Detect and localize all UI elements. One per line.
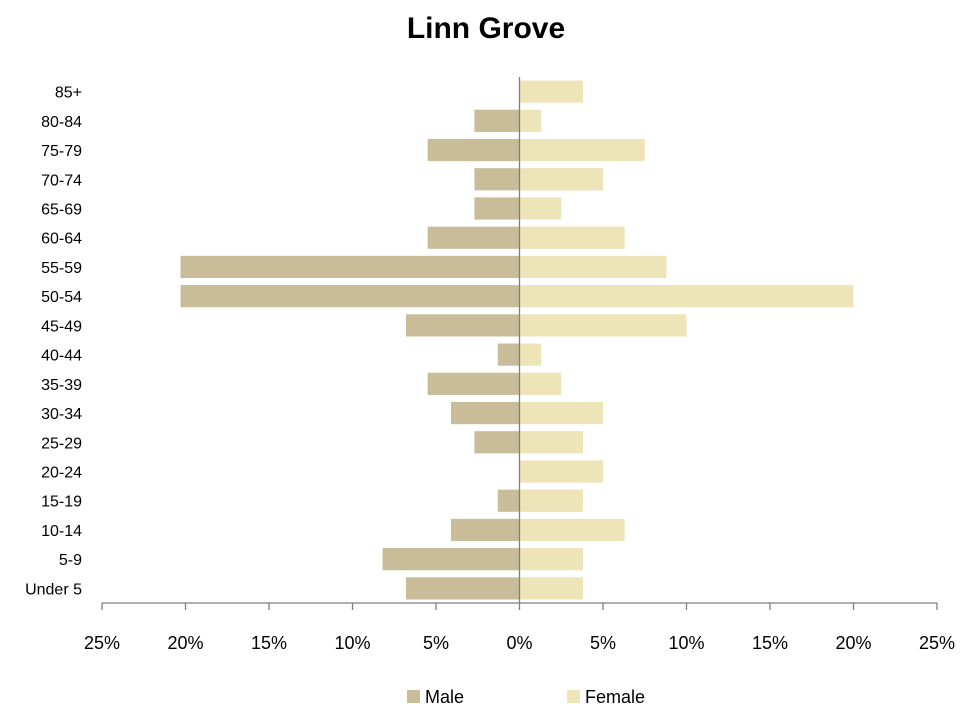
bar-male-65-69 bbox=[474, 197, 520, 220]
bar-male-80-84 bbox=[474, 109, 520, 132]
x-tick-label: 5% bbox=[590, 633, 616, 653]
bar-male-35-39 bbox=[427, 372, 520, 395]
bar-male-25-29 bbox=[474, 431, 520, 454]
category-label: 40-44 bbox=[41, 348, 82, 365]
bar-male-45-49 bbox=[405, 314, 520, 337]
category-label: Under 5 bbox=[25, 581, 82, 598]
bar-male-70-74 bbox=[474, 168, 520, 191]
x-tick-label: 25% bbox=[919, 633, 955, 653]
bar-male-55-59 bbox=[180, 255, 520, 279]
legend-label-male: Male bbox=[425, 687, 464, 707]
bar-female-50-54 bbox=[519, 285, 854, 308]
category-label: 20-24 bbox=[41, 465, 82, 482]
legend-label-female: Female bbox=[585, 687, 645, 707]
bar-male-15-19 bbox=[497, 489, 520, 512]
x-tick-label: 5% bbox=[423, 633, 449, 653]
x-tick-label: 20% bbox=[167, 633, 203, 653]
bar-female-30-34 bbox=[519, 401, 603, 425]
x-tick-labels: 25% 20% 15% 10% 5% 0% 5% 10% 15% 20% 25% bbox=[84, 633, 955, 653]
bar-female-20-24 bbox=[519, 460, 603, 483]
bar-male-50-54 bbox=[180, 285, 520, 308]
bar-male-40-44 bbox=[497, 343, 520, 366]
bar-female-55-59 bbox=[519, 255, 667, 279]
category-label: 70-74 bbox=[41, 172, 82, 189]
bar-female-45-49 bbox=[519, 314, 687, 337]
category-label: 65-69 bbox=[41, 202, 82, 219]
category-label: 50-54 bbox=[41, 289, 82, 306]
legend-swatch-male bbox=[407, 690, 420, 703]
bar-male-5-9 bbox=[382, 548, 520, 571]
bar-female-85- bbox=[519, 80, 583, 103]
chart-title: Linn Grove bbox=[407, 12, 565, 45]
category-label: 45-49 bbox=[41, 318, 82, 335]
bar-female-15-19 bbox=[519, 489, 583, 512]
bar-female-10-14 bbox=[519, 518, 625, 542]
bar-male-under-5 bbox=[405, 577, 520, 600]
x-tick-label: 0% bbox=[506, 633, 532, 653]
x-tick-label: 10% bbox=[334, 633, 370, 653]
x-tick-label: 15% bbox=[752, 633, 788, 653]
bars-group bbox=[180, 80, 854, 600]
bar-female-25-29 bbox=[519, 431, 583, 454]
category-label: 60-64 bbox=[41, 231, 82, 248]
category-label: 30-34 bbox=[41, 406, 82, 423]
category-labels: Under 5 5-9 10-14 15-19 20-24 25-29 30-34 35-39… bbox=[25, 85, 82, 599]
bar-female-40-44 bbox=[519, 343, 542, 366]
bar-male-30-34 bbox=[451, 401, 520, 425]
x-tick-label: 10% bbox=[668, 633, 704, 653]
bar-female-70-74 bbox=[519, 168, 603, 191]
axes bbox=[101, 77, 938, 610]
x-tick-label: 15% bbox=[251, 633, 287, 653]
bar-female-75-79 bbox=[519, 138, 645, 162]
bar-female-35-39 bbox=[519, 372, 562, 395]
x-tick-label: 20% bbox=[835, 633, 871, 653]
category-label: 35-39 bbox=[41, 377, 82, 394]
bar-male-10-14 bbox=[451, 518, 520, 542]
bar-female-60-64 bbox=[519, 226, 625, 249]
bar-female-5-9 bbox=[519, 548, 583, 571]
category-label: 15-19 bbox=[41, 494, 82, 511]
legend: Male Female bbox=[407, 687, 645, 707]
bar-female-80-84 bbox=[519, 109, 542, 132]
category-label: 75-79 bbox=[41, 143, 82, 160]
bar-female-65-69 bbox=[519, 197, 562, 220]
legend-swatch-female bbox=[567, 690, 580, 703]
category-label: 80-84 bbox=[41, 114, 82, 131]
category-label: 25-29 bbox=[41, 435, 82, 452]
x-tick-label: 25% bbox=[84, 633, 120, 653]
bar-male-60-64 bbox=[427, 226, 520, 249]
category-label: 55-59 bbox=[41, 260, 82, 277]
bar-male-75-79 bbox=[427, 138, 520, 162]
bar-female-under-5 bbox=[519, 577, 583, 600]
category-label: 10-14 bbox=[41, 523, 82, 540]
category-label: 5-9 bbox=[59, 552, 82, 569]
category-label: 85+ bbox=[55, 85, 82, 102]
